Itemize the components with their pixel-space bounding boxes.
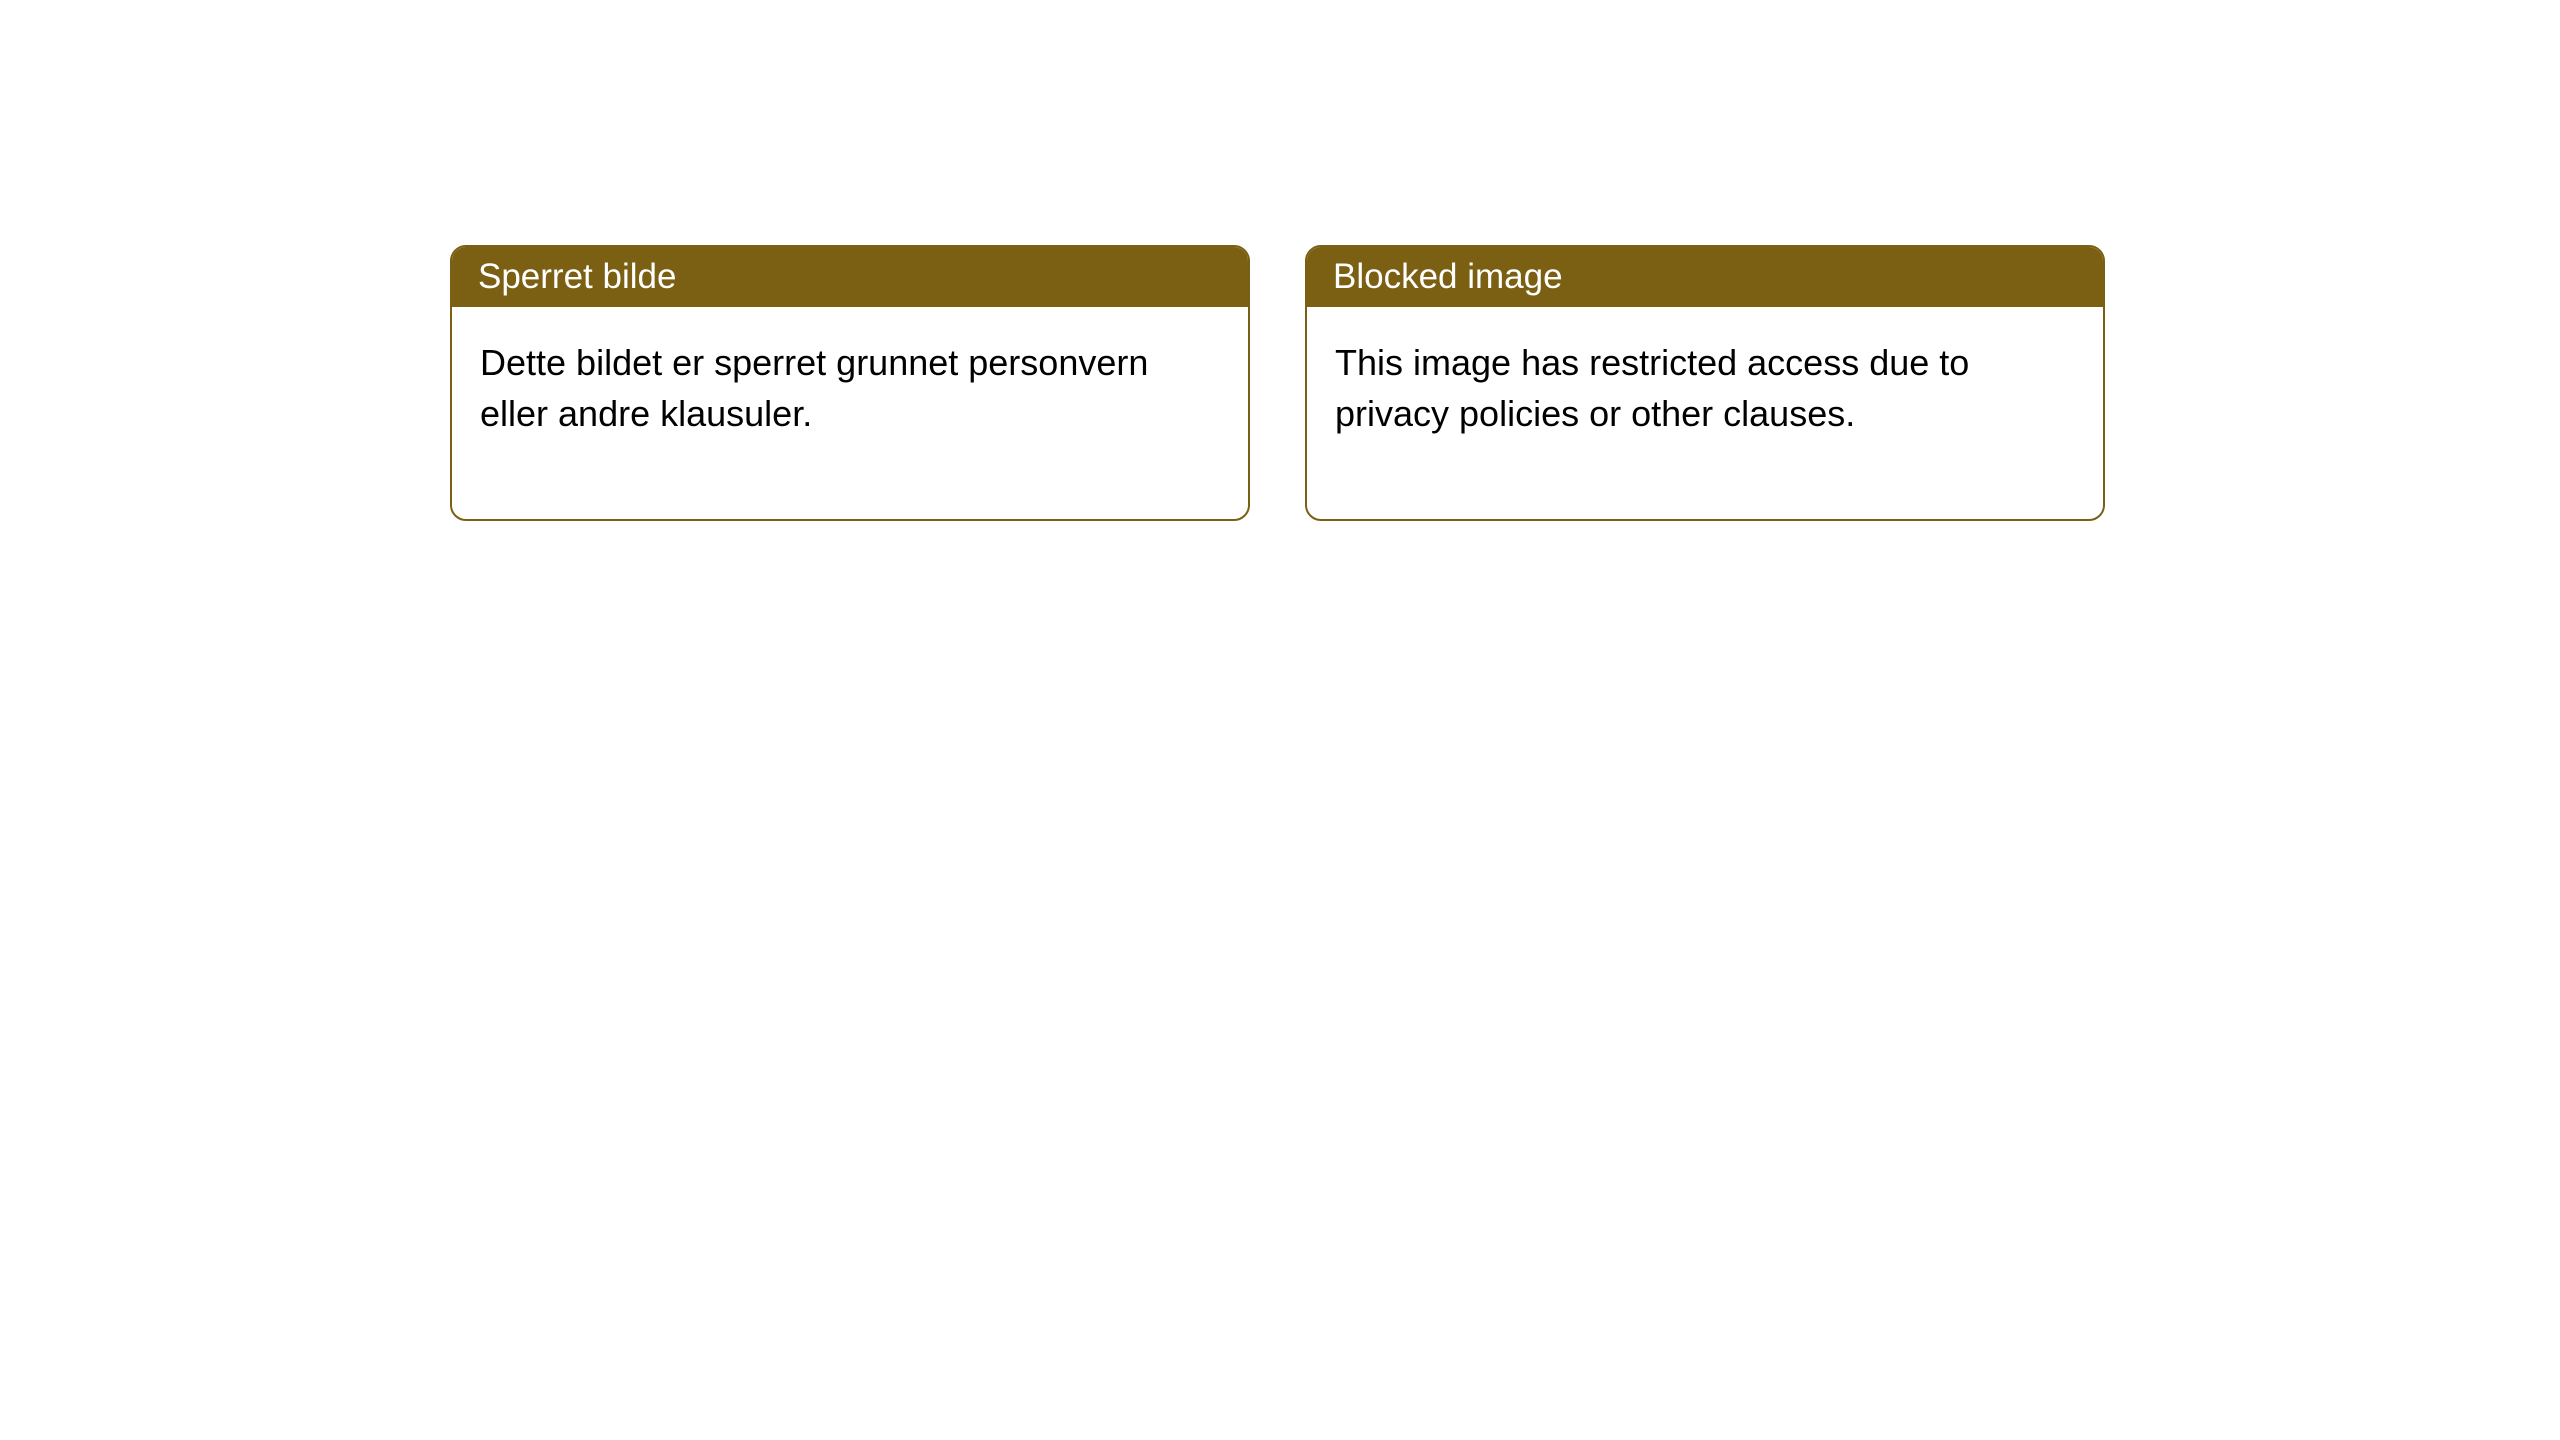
notice-card-title: Blocked image bbox=[1307, 247, 2103, 307]
notice-container: Sperret bilde Dette bildet er sperret gr… bbox=[0, 0, 2560, 521]
notice-card-title: Sperret bilde bbox=[452, 247, 1248, 307]
notice-card-english: Blocked image This image has restricted … bbox=[1305, 245, 2105, 521]
notice-card-norwegian: Sperret bilde Dette bildet er sperret gr… bbox=[450, 245, 1250, 521]
notice-card-body: This image has restricted access due to … bbox=[1307, 307, 2103, 519]
notice-card-body: Dette bildet er sperret grunnet personve… bbox=[452, 307, 1248, 519]
